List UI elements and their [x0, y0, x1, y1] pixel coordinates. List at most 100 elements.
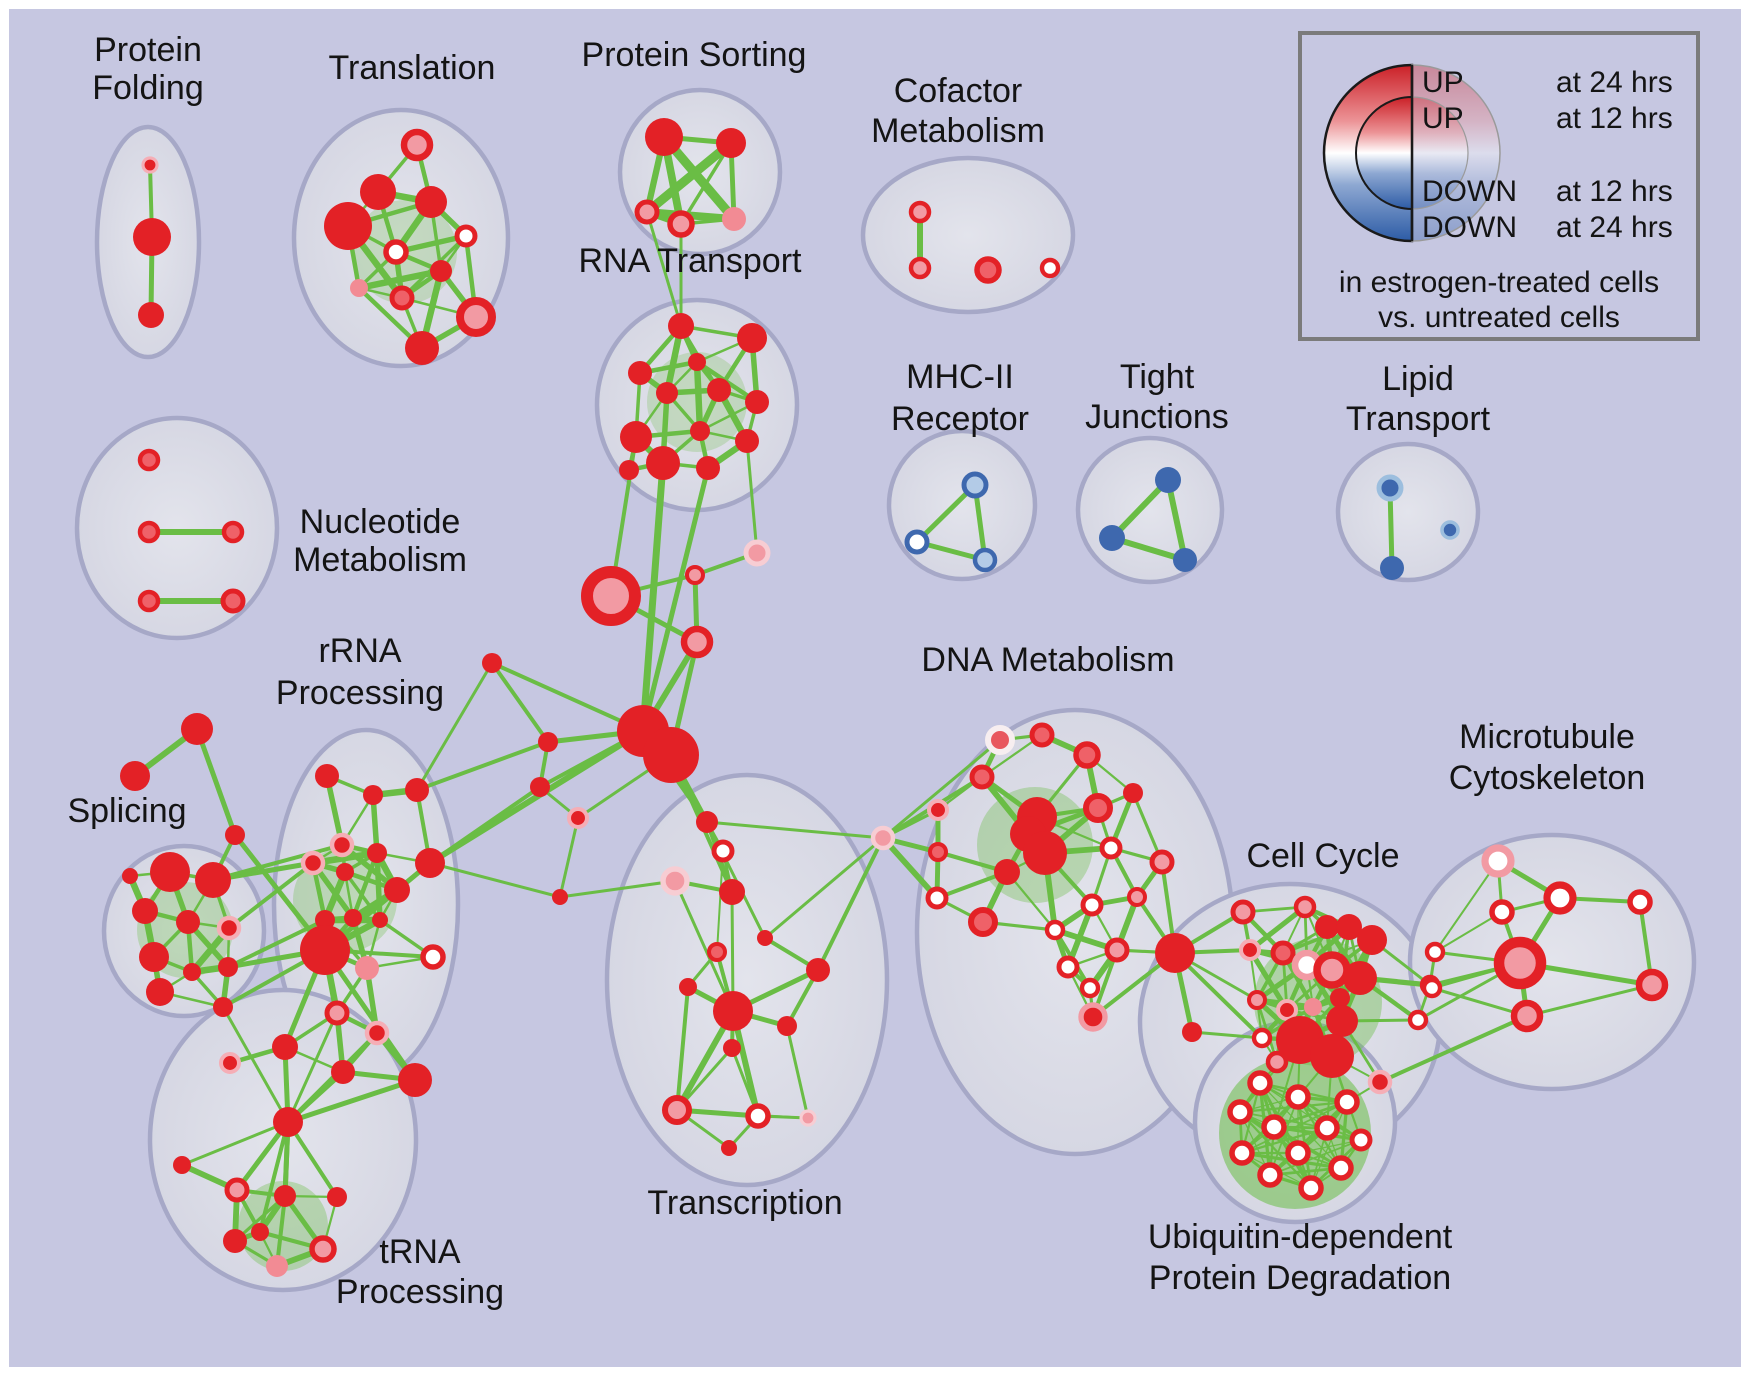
gene-node-rna_transport-3 — [688, 353, 706, 371]
cluster-region-cofactor_metabolism — [860, 155, 1076, 315]
gene-node-connectors-0 — [685, 565, 705, 585]
gene-node-rna_transport-12 — [619, 460, 639, 480]
gene-node-rna_transport-11 — [696, 456, 720, 480]
cluster-label-ubiquitin_degradation-line2: Protein Degradation — [1149, 1259, 1451, 1297]
gene-node-ubiquitin_degradation-3 — [1227, 1099, 1253, 1125]
gene-node-dna_metabolism-4 — [926, 798, 950, 822]
gene-node-ubiquitin_degradation-11 — [1298, 1175, 1324, 1201]
cluster-label-nucleotide_metabolism-line1: Nucleotide — [300, 503, 461, 541]
gene-node-rna_transport-10 — [646, 446, 680, 480]
cluster-label-ubiquitin_degradation-line1: Ubiquitin-dependent — [1148, 1218, 1453, 1256]
gene-node-transcription-7 — [806, 958, 830, 982]
edge-protein_sorting — [642, 138, 736, 217]
gene-node-protein_folding-2 — [138, 302, 164, 328]
gene-node-tight_junctions-2 — [1173, 548, 1197, 572]
gene-node-splicing-8 — [146, 978, 174, 1006]
gene-node-microtubule_cytoskeleton-0 — [1481, 844, 1515, 878]
gene-node-lipid_transport-0 — [1376, 474, 1404, 502]
gene-node-protein_sorting-2 — [634, 199, 660, 225]
cluster-label-protein_folding-line2: Folding — [92, 69, 204, 107]
gene-node-dna_metabolism-20 — [1127, 887, 1147, 907]
gene-node-connectors-11 — [120, 761, 150, 791]
gene-node-transcription-3 — [719, 879, 745, 905]
gene-node-protein_sorting-4 — [722, 207, 746, 231]
gene-node-trna_processing-0 — [273, 1107, 303, 1137]
gene-node-rna_transport-9 — [735, 429, 759, 453]
gene-node-mhc2_receptor-0 — [961, 471, 989, 499]
gene-node-connectors-10 — [181, 713, 213, 745]
gene-node-transcription-14 — [721, 1140, 737, 1156]
edge-rrna_processing — [350, 850, 380, 921]
gene-node-connectors-6 — [482, 653, 502, 673]
gene-node-ubiquitin_degradation-6 — [1349, 1128, 1373, 1152]
cluster-region-translation — [291, 107, 511, 369]
gene-node-microtubule_cytoskeleton-7 — [1627, 889, 1653, 915]
gene-node-lipid_transport-1 — [1380, 556, 1404, 580]
edge-microtubule_cytoskeleton — [1430, 986, 1529, 1018]
cluster-region-tight_junctions — [1075, 435, 1225, 585]
gene-node-rna_transport-8 — [690, 421, 710, 441]
gene-node-nucleotide_metabolism-2 — [221, 520, 245, 544]
edge-bridge-rna_transport-connectors — [640, 465, 711, 734]
edge-trna_processing — [180, 1120, 290, 1167]
gene-node-dna_metabolism-3 — [969, 764, 995, 790]
gene-node-connectors-7 — [538, 732, 558, 752]
gene-node-translation-8 — [389, 285, 415, 311]
gene-node-microtubule_cytoskeleton-2 — [1489, 899, 1515, 925]
gene-node-rna_transport-4 — [656, 382, 678, 404]
cluster-label-nucleotide_metabolism-line2: Metabolism — [293, 541, 467, 579]
gene-node-ubiquitin_degradation-7 — [1229, 1140, 1255, 1166]
edge-bridge-splicing-rrna_processing — [227, 861, 315, 930]
edge-bridge-rna_transport-connectors — [745, 439, 759, 555]
legend-footer-line2: vs. untreated cells — [1378, 301, 1620, 334]
edge-protein_sorting — [679, 141, 733, 226]
gene-node-cell_cycle-9 — [1343, 961, 1377, 995]
cluster-label-rrna_processing-line2: Processing — [276, 674, 444, 712]
gene-node-trna_processing-8 — [251, 1223, 269, 1241]
gene-node-connectors-2 — [743, 539, 771, 567]
gene-node-connectors-3 — [680, 625, 714, 659]
edge-connectors — [490, 661, 550, 744]
edge-bridge-transcription-dna_metabolism — [763, 836, 885, 940]
gene-node-transcription-10 — [723, 1039, 741, 1057]
gene-node-cell_cycle-13 — [1251, 1027, 1273, 1049]
gene-node-nucleotide_metabolism-4 — [220, 588, 246, 614]
gene-node-cell_cycle-1 — [1293, 895, 1317, 919]
cluster-label-microtubule_cytoskeleton-line1: Microtubule — [1459, 718, 1635, 756]
gene-node-rrna_processing-18 — [331, 1060, 355, 1084]
gene-node-cell_cycle-11 — [1247, 990, 1267, 1010]
edge-microtubule_cytoskeleton — [1434, 911, 1503, 953]
gene-node-dna_metabolism-2 — [1073, 741, 1101, 769]
gene-node-protein_sorting-1 — [716, 128, 746, 158]
gene-node-dna_metabolism-24 — [1182, 1022, 1202, 1042]
edge-transcription — [676, 1109, 809, 1119]
edge-bridge-dna_metabolism-cell_cycle — [1173, 951, 1264, 1040]
edge-translation — [355, 267, 445, 292]
legend-row-1-direction: UP — [1422, 66, 1464, 99]
edge-bridge-transcription-rrna_processing — [428, 861, 562, 899]
gene-node-splicing-9 — [213, 997, 233, 1017]
edge-bridge-transcription-dna_metabolism — [816, 836, 885, 972]
legend-row-3-time: at 12 hrs — [1556, 175, 1673, 208]
gene-node-ubiquitin_degradation-1 — [1285, 1084, 1311, 1110]
gene-node-rna_transport-2 — [628, 361, 652, 385]
gene-node-dna_metabolism-6 — [1123, 783, 1143, 803]
gene-node-cell_cycle-8 — [1313, 951, 1351, 989]
gene-node-protein_folding-0 — [141, 156, 159, 174]
gene-node-translation-6 — [350, 279, 368, 297]
gene-node-dna_metabolism-9 — [1023, 831, 1067, 875]
edge-microtubule_cytoskeleton — [1434, 860, 1499, 953]
cluster-label-mhc2_receptor-line1: MHC-II — [906, 358, 1014, 396]
legend-row-4-direction: DOWN — [1422, 211, 1517, 244]
edge-connectors — [490, 661, 645, 733]
gene-node-dna_metabolism-17 — [1104, 937, 1130, 963]
gene-node-transcription-1 — [711, 839, 735, 863]
gene-node-rrna_processing-14 — [420, 944, 446, 970]
gene-node-rrna_processing-17 — [364, 1020, 390, 1046]
cluster-label-transcription: Transcription — [647, 1184, 842, 1222]
edge-bridge-dna_metabolism-cell_cycle — [1190, 1030, 1264, 1040]
legend-inner-ring-left — [1355, 95, 1413, 211]
gene-node-mhc2_receptor-1 — [904, 529, 930, 555]
gene-node-dna_metabolism-15 — [968, 907, 998, 937]
